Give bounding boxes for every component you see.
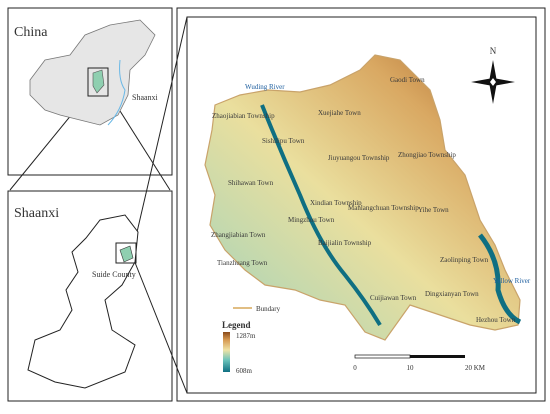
legend-title: Legend — [222, 320, 251, 330]
legend-boundary: Bundary — [256, 305, 281, 313]
north-arrow: N — [471, 46, 515, 104]
legend-high: 1287m — [236, 332, 256, 340]
north-label: N — [490, 46, 497, 56]
town-label: Shihawan Town — [228, 179, 274, 187]
china-shape — [29, 19, 156, 126]
scale-label: 0 — [353, 364, 357, 372]
town-label: Hezhou Town — [476, 316, 516, 324]
inset-title: Shaanxi — [14, 206, 59, 221]
legend-low: 608m — [236, 367, 253, 375]
inset-title: China — [14, 25, 48, 40]
town-label: Zhangjiabian Town — [211, 231, 266, 239]
shaanxi-shape — [27, 214, 139, 389]
town-label: Xuejiahe Town — [318, 109, 361, 117]
town-label: Dingxianyan Town — [425, 290, 479, 298]
town-label: Cuijiawan Town — [370, 294, 417, 302]
town-label: Tianzhuang Town — [217, 259, 268, 267]
elevation-ramp — [223, 332, 230, 372]
wuding-river — [260, 104, 382, 327]
town-label: Xindian Township — [310, 199, 362, 207]
inset-box — [115, 242, 137, 264]
town-label: Zaolinping Town — [440, 256, 489, 264]
connector — [133, 259, 188, 394]
scale-bar — [410, 355, 465, 358]
scale-label: 20 KM — [465, 364, 486, 372]
inset-box — [87, 67, 109, 97]
town-label: Zhaojiabian Township — [212, 112, 275, 120]
river-label: Wuding River — [245, 83, 285, 91]
suide-highlight — [119, 245, 134, 263]
inset-label: Suide County — [92, 270, 136, 279]
yellow-river — [478, 233, 522, 325]
suide-map — [204, 54, 521, 341]
town-label: Zhongjiao Township — [398, 151, 456, 159]
town-label: Manlangchuan Township — [348, 204, 419, 212]
shaanxi-highlight — [92, 69, 105, 94]
inset-label: Shaanxi — [132, 93, 159, 102]
town-label: Jiuyuangou Township — [328, 154, 390, 162]
town-label: Sishilipu Town — [262, 137, 305, 145]
river-label: Yellow River — [493, 277, 531, 285]
main-panel — [176, 7, 546, 402]
town-label: Gaodi Town — [390, 76, 425, 84]
town-label: Yihe Town — [418, 206, 449, 214]
shaanxi-panel — [7, 190, 173, 402]
connector — [133, 16, 188, 246]
town-label: Baijialin Township — [318, 239, 372, 247]
china-river — [107, 59, 126, 126]
main-frame — [186, 16, 537, 394]
scale-bar — [354, 354, 411, 359]
town-label: Mingzhou Town — [288, 216, 335, 224]
china-panel — [7, 7, 173, 176]
scale-label: 10 — [407, 364, 415, 372]
